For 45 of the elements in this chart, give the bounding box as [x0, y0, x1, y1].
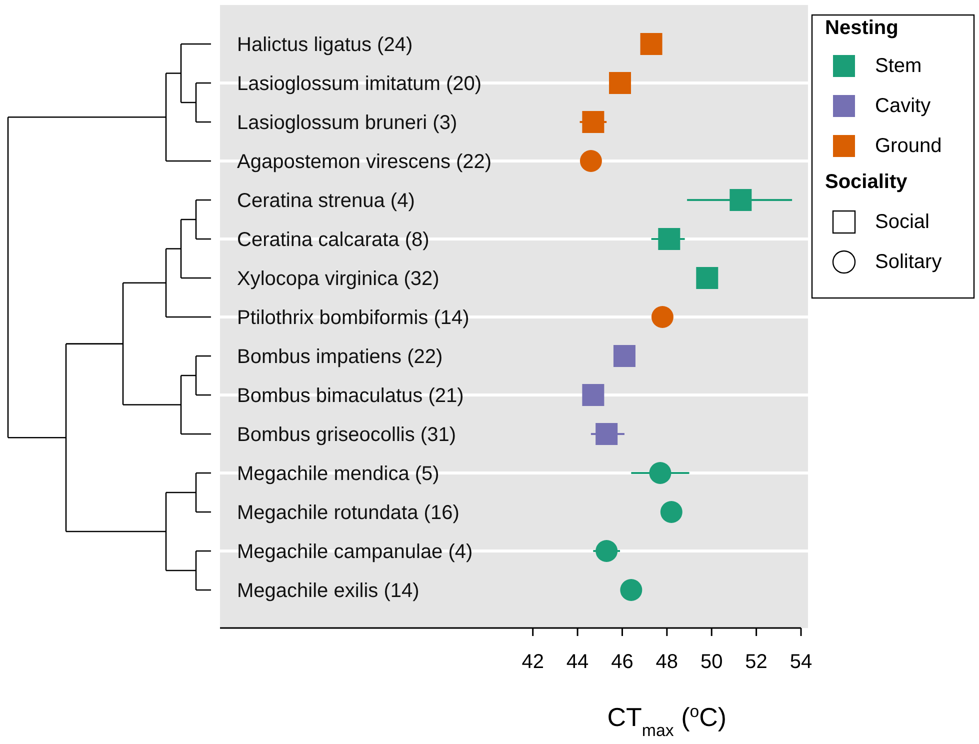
- y-tick-label: Megachile rotundata (16): [237, 502, 460, 524]
- y-tick-label: Lasioglossum bruneri (3): [237, 112, 458, 134]
- point: [660, 501, 682, 523]
- y-tick-label: Bombus impatiens (22): [237, 346, 443, 368]
- y-tick-label: Megachile campanulae (4): [237, 541, 473, 563]
- x-tick-label: 54: [790, 651, 812, 673]
- y-tick-label: Ceratina strenua (4): [237, 190, 415, 212]
- point: [580, 150, 602, 172]
- y-tick-label: Megachile mendica (5): [237, 463, 440, 485]
- y-tick-label: Bombus bimaculatus (21): [237, 385, 464, 407]
- legend-label: Cavity: [875, 95, 931, 117]
- y-tick-label: Halictus ligatus (24): [237, 34, 413, 56]
- y-tick-label: Megachile exilis (14): [237, 580, 420, 602]
- point: [649, 462, 672, 484]
- point: [620, 579, 642, 601]
- y-tick-label: Agapostemon virescens (22): [237, 151, 492, 173]
- x-tick-label: 46: [611, 651, 634, 673]
- legend-label: Ground: [875, 135, 942, 157]
- point: [658, 228, 680, 250]
- x-tick-label: 52: [745, 651, 768, 673]
- point: [640, 33, 662, 55]
- point: [582, 111, 604, 133]
- point: [613, 345, 636, 367]
- text: Social: [875, 211, 930, 233]
- point: [596, 540, 618, 562]
- point: [696, 267, 718, 289]
- y-tick-label: Lasioglossum imitatum (20): [237, 73, 482, 95]
- point: [608, 72, 631, 94]
- x-tick-label: 48: [656, 651, 678, 673]
- point: [582, 384, 604, 406]
- x-tick-label: 44: [566, 651, 589, 673]
- x-tick-label: 50: [700, 651, 723, 673]
- x-tick-label: 42: [522, 651, 544, 673]
- point: [596, 423, 618, 445]
- y-tick-label: Ptilothrix bombiformis (14): [237, 307, 470, 329]
- text: Nesting: [825, 17, 898, 39]
- text: Sociality: [825, 171, 908, 193]
- y-tick-label: Ceratina calcarata (8): [237, 229, 430, 251]
- text: Solitary: [875, 251, 942, 273]
- point: [730, 189, 752, 211]
- legend-label: Stem: [875, 55, 922, 77]
- point: [651, 306, 674, 328]
- x-axis-title: CT$_{max}$ ($^{o}$C): [607, 702, 727, 740]
- y-tick-label: Xylocopa virginica (32): [237, 268, 440, 290]
- y-tick-label: Bombus griseocollis (31): [237, 424, 456, 446]
